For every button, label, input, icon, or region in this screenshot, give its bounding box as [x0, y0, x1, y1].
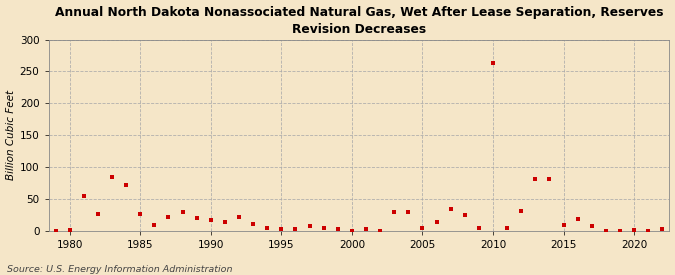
Point [446, 207, 456, 211]
Point [121, 183, 132, 187]
Point [544, 177, 555, 181]
Point [657, 227, 668, 232]
Point [572, 217, 583, 221]
Point [276, 227, 287, 232]
Point [234, 215, 244, 219]
Point [107, 175, 117, 179]
Point [558, 222, 569, 227]
Point [487, 61, 498, 65]
Point [375, 229, 385, 233]
Point [643, 228, 653, 233]
Point [516, 208, 526, 213]
Point [360, 227, 371, 232]
Point [346, 228, 357, 233]
Point [629, 228, 640, 232]
Point [332, 227, 343, 232]
Point [403, 210, 414, 214]
Point [191, 216, 202, 221]
Point [219, 219, 230, 224]
Point [50, 229, 61, 233]
Point [502, 226, 512, 230]
Point [78, 194, 89, 198]
Point [135, 212, 146, 216]
Point [474, 226, 485, 230]
Point [290, 226, 301, 231]
Point [389, 210, 400, 214]
Point [304, 224, 315, 228]
Point [431, 219, 442, 224]
Point [92, 212, 103, 216]
Y-axis label: Billion Cubic Feet: Billion Cubic Feet [5, 90, 16, 180]
Point [601, 229, 612, 233]
Point [417, 226, 428, 230]
Point [530, 177, 541, 181]
Text: Source: U.S. Energy Information Administration: Source: U.S. Energy Information Administ… [7, 265, 232, 274]
Point [262, 226, 273, 230]
Point [177, 210, 188, 214]
Point [149, 222, 160, 227]
Point [319, 226, 329, 230]
Point [64, 228, 75, 232]
Point [615, 229, 626, 233]
Point [248, 221, 259, 226]
Point [460, 213, 470, 218]
Title: Annual North Dakota Nonassociated Natural Gas, Wet After Lease Separation, Reser: Annual North Dakota Nonassociated Natura… [55, 6, 664, 35]
Point [205, 218, 216, 222]
Point [163, 215, 174, 219]
Point [587, 224, 597, 228]
